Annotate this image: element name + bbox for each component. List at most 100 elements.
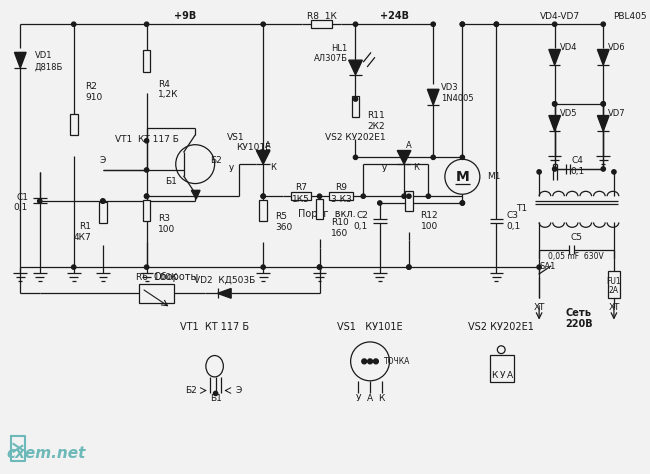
Circle shape (144, 168, 149, 172)
Circle shape (101, 199, 105, 203)
Text: К: К (491, 372, 498, 381)
Text: 1,2К: 1,2К (158, 90, 179, 99)
Circle shape (494, 22, 499, 27)
Text: 0,05 mF  630V: 0,05 mF 630V (548, 252, 604, 261)
Circle shape (537, 265, 541, 269)
Circle shape (368, 359, 372, 364)
Text: R9: R9 (335, 183, 347, 192)
Text: А: А (265, 141, 271, 150)
Text: 0,1: 0,1 (506, 222, 521, 231)
Circle shape (601, 102, 605, 106)
Circle shape (612, 170, 616, 174)
Circle shape (552, 102, 557, 106)
Circle shape (144, 139, 149, 143)
Circle shape (213, 392, 218, 396)
Text: 2A: 2A (609, 286, 619, 295)
Circle shape (407, 265, 411, 269)
Bar (489, 355, 514, 382)
Text: 0,1: 0,1 (14, 203, 28, 212)
Circle shape (38, 199, 42, 203)
Bar (291, 192, 311, 200)
Text: R12: R12 (421, 211, 438, 220)
Text: VT1  КТ 117 Б: VT1 КТ 117 Б (114, 136, 179, 145)
Text: C3: C3 (506, 211, 518, 220)
Text: +24В: +24В (380, 11, 409, 21)
Text: Д818Б: Д818Б (35, 63, 63, 72)
Text: R5: R5 (275, 212, 287, 221)
Text: HL1: HL1 (332, 44, 348, 53)
Text: Порог  вкл.: Порог вкл. (298, 209, 355, 219)
Text: VS1: VS1 (227, 133, 245, 142)
Text: C5: C5 (570, 234, 582, 243)
Circle shape (261, 194, 265, 198)
Text: VD3: VD3 (441, 83, 459, 92)
Circle shape (494, 22, 499, 27)
Text: 220В: 220В (565, 319, 593, 329)
Circle shape (552, 167, 557, 171)
Circle shape (72, 22, 76, 27)
Text: SA1: SA1 (539, 262, 556, 271)
Text: 4К7: 4К7 (73, 233, 91, 241)
Text: FU1: FU1 (606, 277, 621, 286)
Text: 100: 100 (421, 222, 438, 231)
Text: R1: R1 (79, 222, 91, 231)
Polygon shape (549, 49, 560, 65)
Circle shape (407, 265, 411, 269)
Polygon shape (256, 151, 270, 164)
Text: 1К5: 1К5 (292, 195, 310, 204)
Circle shape (552, 102, 557, 106)
Polygon shape (428, 89, 439, 105)
Polygon shape (348, 60, 362, 75)
Text: 0,1: 0,1 (354, 222, 368, 231)
Text: Обороты: Обороты (153, 272, 198, 282)
Text: У: У (229, 165, 234, 174)
Text: XT: XT (608, 303, 619, 312)
Circle shape (144, 265, 149, 269)
Text: C2: C2 (356, 211, 368, 220)
Text: VS2 КУ202Е1: VS2 КУ202Е1 (468, 322, 534, 332)
Text: R2: R2 (85, 82, 98, 91)
Polygon shape (191, 191, 200, 199)
Bar (311, 20, 332, 28)
Text: VD4: VD4 (560, 43, 577, 52)
Text: R4: R4 (158, 80, 170, 89)
Circle shape (261, 194, 265, 198)
Text: VD2  КД503Б: VD2 КД503Б (194, 275, 255, 284)
Circle shape (431, 22, 436, 27)
Text: VD7: VD7 (608, 109, 626, 118)
Text: XT: XT (534, 303, 545, 312)
Text: Э: Э (99, 156, 106, 165)
Text: R3: R3 (158, 214, 170, 223)
Text: Б2: Б2 (185, 386, 197, 395)
Bar (352, 96, 359, 118)
Text: АЛ307Б: АЛ307Б (314, 54, 348, 63)
Text: У: У (356, 394, 361, 403)
Polygon shape (397, 151, 411, 164)
Text: А: А (406, 141, 412, 150)
Text: 360: 360 (275, 223, 292, 232)
Text: 100: 100 (158, 225, 176, 234)
Circle shape (407, 194, 411, 198)
Text: C4: C4 (571, 156, 583, 165)
Circle shape (317, 194, 322, 198)
Text: R8  1К: R8 1К (307, 12, 337, 21)
Circle shape (402, 194, 406, 198)
Circle shape (374, 359, 378, 364)
Polygon shape (14, 53, 26, 68)
Text: 910: 910 (85, 92, 103, 101)
Text: +9В: +9В (174, 11, 196, 21)
Text: М: М (456, 170, 469, 184)
Text: 160: 160 (332, 228, 348, 237)
Text: Э: Э (236, 386, 242, 395)
Circle shape (354, 155, 358, 159)
Bar (259, 200, 267, 221)
Text: 2К2: 2К2 (367, 122, 385, 131)
Text: К: К (413, 163, 419, 172)
Circle shape (317, 265, 322, 269)
Text: 0,1: 0,1 (570, 167, 584, 176)
Bar (330, 192, 354, 200)
Text: Б1: Б1 (165, 177, 177, 186)
Circle shape (426, 194, 430, 198)
Text: VD6: VD6 (608, 43, 626, 52)
Bar (405, 191, 413, 211)
